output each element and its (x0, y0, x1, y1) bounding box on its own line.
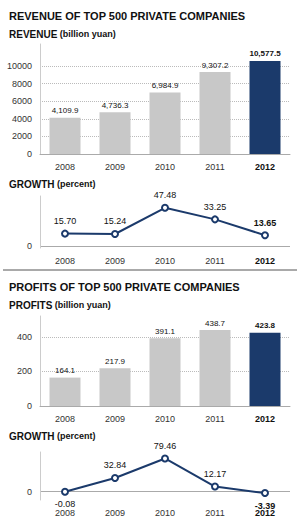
svg-text:0: 0 (27, 401, 32, 411)
svg-text:2012: 2012 (255, 507, 275, 518)
svg-text:2011: 2011 (205, 162, 224, 172)
svg-text:4,736.3: 4,736.3 (102, 101, 129, 110)
svg-text:2011: 2011 (205, 414, 224, 424)
svg-text:2012: 2012 (255, 256, 275, 266)
svg-text:6000: 6000 (12, 96, 32, 106)
svg-text:2009: 2009 (105, 162, 125, 172)
svg-text:12.17: 12.17 (204, 469, 227, 479)
svg-text:47.48: 47.48 (154, 190, 177, 200)
svg-text:2012: 2012 (255, 162, 275, 172)
svg-text:2010: 2010 (155, 414, 175, 424)
svg-text:391.1: 391.1 (155, 327, 176, 336)
svg-text:(billion yuan): (billion yuan) (52, 300, 111, 310)
svg-text:2010: 2010 (155, 508, 175, 518)
svg-text:2010: 2010 (155, 162, 175, 172)
svg-text:423.8: 423.8 (255, 321, 276, 330)
svg-text:79.46: 79.46 (154, 441, 177, 451)
svg-text:400: 400 (17, 332, 32, 342)
svg-text:2008: 2008 (55, 414, 75, 424)
svg-text:217.9: 217.9 (105, 357, 126, 366)
svg-text:GROWTH: GROWTH (9, 179, 55, 190)
svg-text:2010: 2010 (155, 256, 175, 266)
svg-text:4,109.9: 4,109.9 (52, 106, 79, 115)
svg-text:2000: 2000 (12, 131, 32, 141)
svg-text:438.7: 438.7 (205, 319, 226, 328)
svg-text:0: 0 (27, 149, 32, 159)
svg-text:GROWTH: GROWTH (9, 431, 55, 442)
svg-text:(percent): (percent) (55, 431, 96, 441)
svg-text:13.65: 13.65 (254, 218, 277, 228)
svg-text:2008: 2008 (55, 256, 75, 266)
svg-text:9,307.2: 9,307.2 (202, 61, 229, 70)
svg-text:2011: 2011 (205, 256, 224, 266)
svg-text:10000: 10000 (7, 61, 32, 71)
svg-text:(billion yuan): (billion yuan) (57, 29, 116, 39)
svg-text:REVENUE: REVENUE (9, 29, 58, 40)
svg-text:15.70: 15.70 (54, 216, 77, 226)
svg-text:2012: 2012 (255, 414, 275, 424)
svg-text:33.25: 33.25 (204, 202, 227, 212)
svg-text:8000: 8000 (12, 79, 32, 89)
svg-text:6,984.9: 6,984.9 (152, 81, 179, 90)
svg-text:15.24: 15.24 (104, 216, 127, 226)
svg-text:2009: 2009 (105, 414, 125, 424)
svg-text:REVENUE OF TOP 500 PRIVATE COM: REVENUE OF TOP 500 PRIVATE COMPANIES (9, 10, 245, 22)
svg-text:PROFITS: PROFITS (9, 300, 53, 311)
svg-text:2008: 2008 (55, 162, 75, 172)
svg-text:4000: 4000 (12, 114, 32, 124)
svg-text:2008: 2008 (55, 507, 75, 518)
svg-text:10,577.5: 10,577.5 (249, 49, 281, 58)
svg-text:-3.39: -3.39 (255, 501, 276, 511)
svg-text:-0.08: -0.08 (55, 499, 76, 509)
svg-text:2009: 2009 (105, 256, 125, 266)
svg-text:200: 200 (17, 366, 32, 376)
svg-text:PROFITS OF TOP 500 PRIVATE COM: PROFITS OF TOP 500 PRIVATE COMPANIES (9, 281, 240, 293)
svg-text:164.1: 164.1 (55, 366, 76, 375)
svg-text:2011: 2011 (205, 508, 224, 518)
svg-text:0: 0 (27, 241, 32, 251)
svg-text:32.84: 32.84 (104, 460, 127, 470)
svg-text:2009: 2009 (105, 508, 125, 518)
svg-text:0: 0 (27, 487, 32, 497)
svg-text:(percent): (percent) (55, 179, 96, 189)
